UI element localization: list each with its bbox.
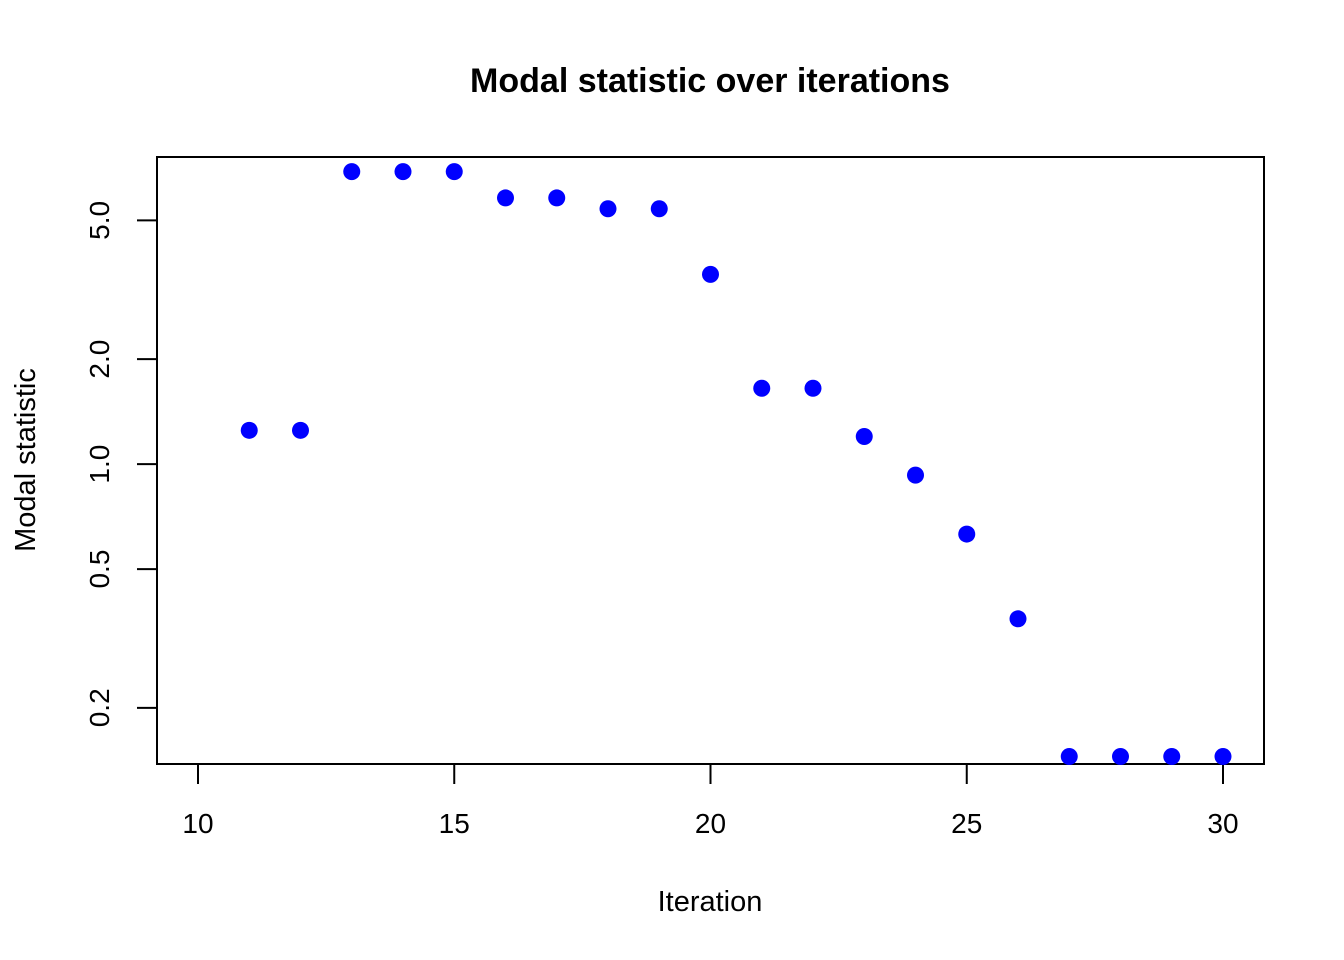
x-tick-label: 10 [182,808,213,839]
plot-frame [156,156,1265,765]
x-tick-label: 25 [951,808,982,839]
data-point [1214,748,1232,766]
data-point [650,200,668,218]
y-axis: 0.2 0.5 1.0 2.0 5.0 [84,201,158,727]
data-point [240,421,258,439]
data-point [599,200,617,218]
y-tick-label: 2.0 [84,340,115,379]
y-axis-label: Modal statistic [10,368,42,552]
y-tick-label: 0.5 [84,550,115,589]
data-point [445,163,463,181]
data-point [907,466,924,484]
data-point [497,189,514,207]
x-tick-label: 20 [695,808,726,839]
x-axis: 10 15 20 25 30 [182,763,1239,839]
x-axis-label: Iteration [658,886,763,918]
data-point [804,379,822,397]
data-point [548,189,566,207]
data-point [394,163,412,181]
data-point [1112,748,1129,766]
data-point [343,163,361,181]
data-point [855,427,873,445]
data-point [1009,610,1027,628]
chart-title: Modal statistic over iterations [470,62,950,100]
data-point [292,421,309,439]
data-point [958,525,976,543]
x-tick-label: 30 [1207,808,1238,839]
y-tick-label: 0.2 [84,688,115,727]
y-tick-label: 5.0 [84,201,115,240]
data-points [240,163,1232,766]
y-tick-label: 1.0 [84,445,115,484]
data-point [753,379,771,397]
data-point [1060,748,1078,766]
x-tick-label: 15 [439,808,470,839]
data-point [1163,748,1181,766]
data-point [702,265,719,283]
